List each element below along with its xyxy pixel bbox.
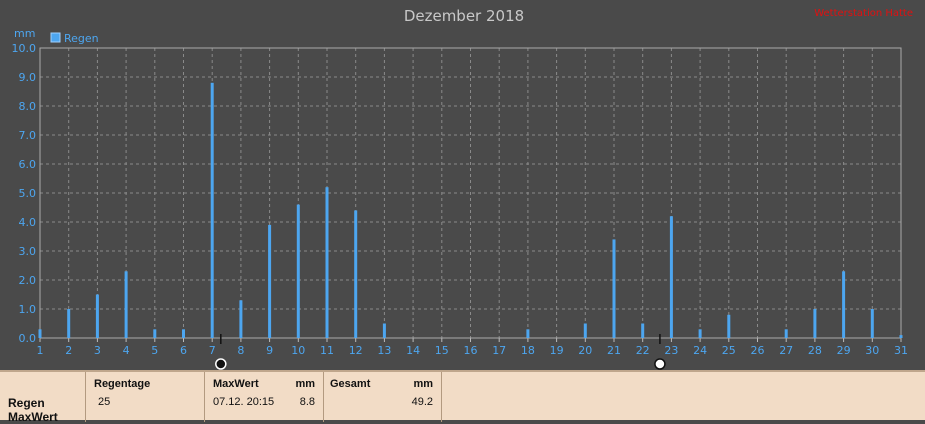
gesamt-header: Gesamt bbox=[330, 378, 371, 390]
rain-bar-day-23 bbox=[669, 216, 673, 338]
rain-bar-day-18 bbox=[526, 329, 530, 338]
rain-bar-day-11 bbox=[325, 187, 329, 338]
rain-bar-day-20 bbox=[583, 323, 587, 338]
rain-bar-day-29 bbox=[842, 271, 846, 338]
gesamt-column: Gesamt mm 49.2 bbox=[324, 372, 442, 422]
legend-swatch bbox=[50, 32, 61, 43]
rain-bar-day-31 bbox=[899, 335, 903, 338]
regentage-column: Regentage 25 bbox=[86, 372, 205, 422]
rain-bar-day-28 bbox=[813, 309, 817, 338]
x-tick-label: 29 bbox=[837, 344, 851, 357]
x-tick-label: 5 bbox=[151, 344, 158, 357]
rain-bar-day-3 bbox=[95, 294, 99, 338]
x-tick-label: 18 bbox=[521, 344, 535, 357]
x-tick-label: 1 bbox=[37, 344, 44, 357]
x-tick-label: 15 bbox=[435, 344, 449, 357]
regentage-value: 25 bbox=[98, 396, 111, 408]
x-tick-label: 6 bbox=[180, 344, 187, 357]
y-tick-label: 2.0 bbox=[19, 274, 37, 287]
y-tick-label: 5.0 bbox=[19, 187, 37, 200]
rain-bar-day-8 bbox=[239, 300, 243, 338]
chart-title: Dezember 2018 bbox=[404, 7, 524, 25]
y-tick-label: 6.0 bbox=[19, 158, 37, 171]
y-axis-unit: mm bbox=[14, 27, 35, 40]
x-tick-label: 13 bbox=[377, 344, 391, 357]
maxwert-value: 8.8 bbox=[299, 396, 315, 408]
y-tick-label: 4.0 bbox=[19, 216, 37, 229]
gesamt-value: 49.2 bbox=[411, 396, 433, 408]
x-tick-label: 7 bbox=[209, 344, 216, 357]
x-tick-label: 12 bbox=[349, 344, 363, 357]
x-tick-label: 22 bbox=[636, 344, 650, 357]
x-tick-label: 26 bbox=[751, 344, 765, 357]
x-tick-label: 17 bbox=[492, 344, 506, 357]
y-tick-label: 1.0 bbox=[19, 303, 37, 316]
x-tick-label: 25 bbox=[722, 344, 736, 357]
rain-bar-day-22 bbox=[641, 323, 645, 338]
y-tick-label: 8.0 bbox=[19, 100, 37, 113]
x-tick-label: 3 bbox=[94, 344, 101, 357]
regentage-header: Regentage bbox=[94, 378, 151, 390]
x-tick-label: 8 bbox=[237, 344, 244, 357]
x-tick-label: 16 bbox=[464, 344, 478, 357]
rain-bar-day-6 bbox=[182, 329, 185, 338]
y-tick-label: 7.0 bbox=[19, 129, 37, 142]
x-tick-label: 10 bbox=[291, 344, 305, 357]
rain-bar-day-7 bbox=[210, 82, 214, 338]
x-tick-label: 21 bbox=[607, 344, 621, 357]
maxwert-date: 07.12. 20:15 bbox=[213, 396, 275, 408]
rain-bar-day-5 bbox=[153, 329, 157, 338]
x-tick-label: 9 bbox=[266, 344, 273, 357]
rain-bar-day-4 bbox=[124, 271, 128, 338]
x-tick-label: 30 bbox=[865, 344, 879, 357]
rain-bar-day-2 bbox=[67, 309, 71, 338]
maxwert-column: MaxWert mm 07.12. 20:15 8.8 bbox=[205, 372, 324, 422]
row-label-regen: Regen bbox=[8, 396, 45, 410]
row-label-maxwert: MaxWert bbox=[8, 410, 58, 424]
row-label-column: Regen MaxWert bbox=[0, 372, 86, 424]
rain-bar-day-12 bbox=[354, 210, 358, 338]
x-tick-label: 14 bbox=[406, 344, 420, 357]
legend-label: Regen bbox=[64, 32, 99, 45]
maxwert-header: MaxWert bbox=[213, 378, 259, 390]
rain-bar-day-10 bbox=[296, 204, 300, 338]
y-tick-label: 10.0 bbox=[12, 42, 37, 55]
gesamt-unit: mm bbox=[413, 378, 433, 390]
rain-bar-day-21 bbox=[612, 239, 616, 338]
x-tick-label: 23 bbox=[664, 344, 678, 357]
x-tick-label: 24 bbox=[693, 344, 707, 357]
y-tick-label: 0.0 bbox=[19, 332, 37, 345]
rain-bar-day-30 bbox=[870, 309, 874, 338]
maxwert-unit: mm bbox=[295, 378, 315, 390]
x-tick-label: 27 bbox=[779, 344, 793, 357]
x-tick-label: 20 bbox=[578, 344, 592, 357]
station-watermark: Wetterstation Hatte bbox=[814, 8, 913, 19]
summary-panel: Regen MaxWert Regentage 25 MaxWert mm 07… bbox=[0, 370, 925, 424]
rain-bar-day-24 bbox=[698, 329, 702, 338]
new-moon-icon bbox=[215, 358, 227, 370]
rain-bar-day-1 bbox=[38, 329, 42, 338]
rain-bar-day-25 bbox=[727, 314, 731, 338]
x-tick-label: 2 bbox=[65, 344, 72, 357]
x-tick-label: 4 bbox=[123, 344, 130, 357]
x-tick-label: 19 bbox=[550, 344, 564, 357]
x-tick-label: 31 bbox=[894, 344, 908, 357]
rain-bar-day-13 bbox=[382, 323, 386, 338]
x-tick-label: 28 bbox=[808, 344, 822, 357]
plot-frame bbox=[39, 47, 902, 339]
full-moon-icon bbox=[654, 358, 666, 370]
rain-bar-day-9 bbox=[268, 224, 272, 338]
x-tick-label: 11 bbox=[320, 344, 334, 357]
chart-area: Dezember 2018 Wetterstation Hatte mm Reg… bbox=[12, 7, 913, 370]
y-tick-label: 9.0 bbox=[19, 71, 37, 84]
y-tick-label: 3.0 bbox=[19, 245, 37, 258]
rain-bar-day-27 bbox=[784, 329, 788, 338]
